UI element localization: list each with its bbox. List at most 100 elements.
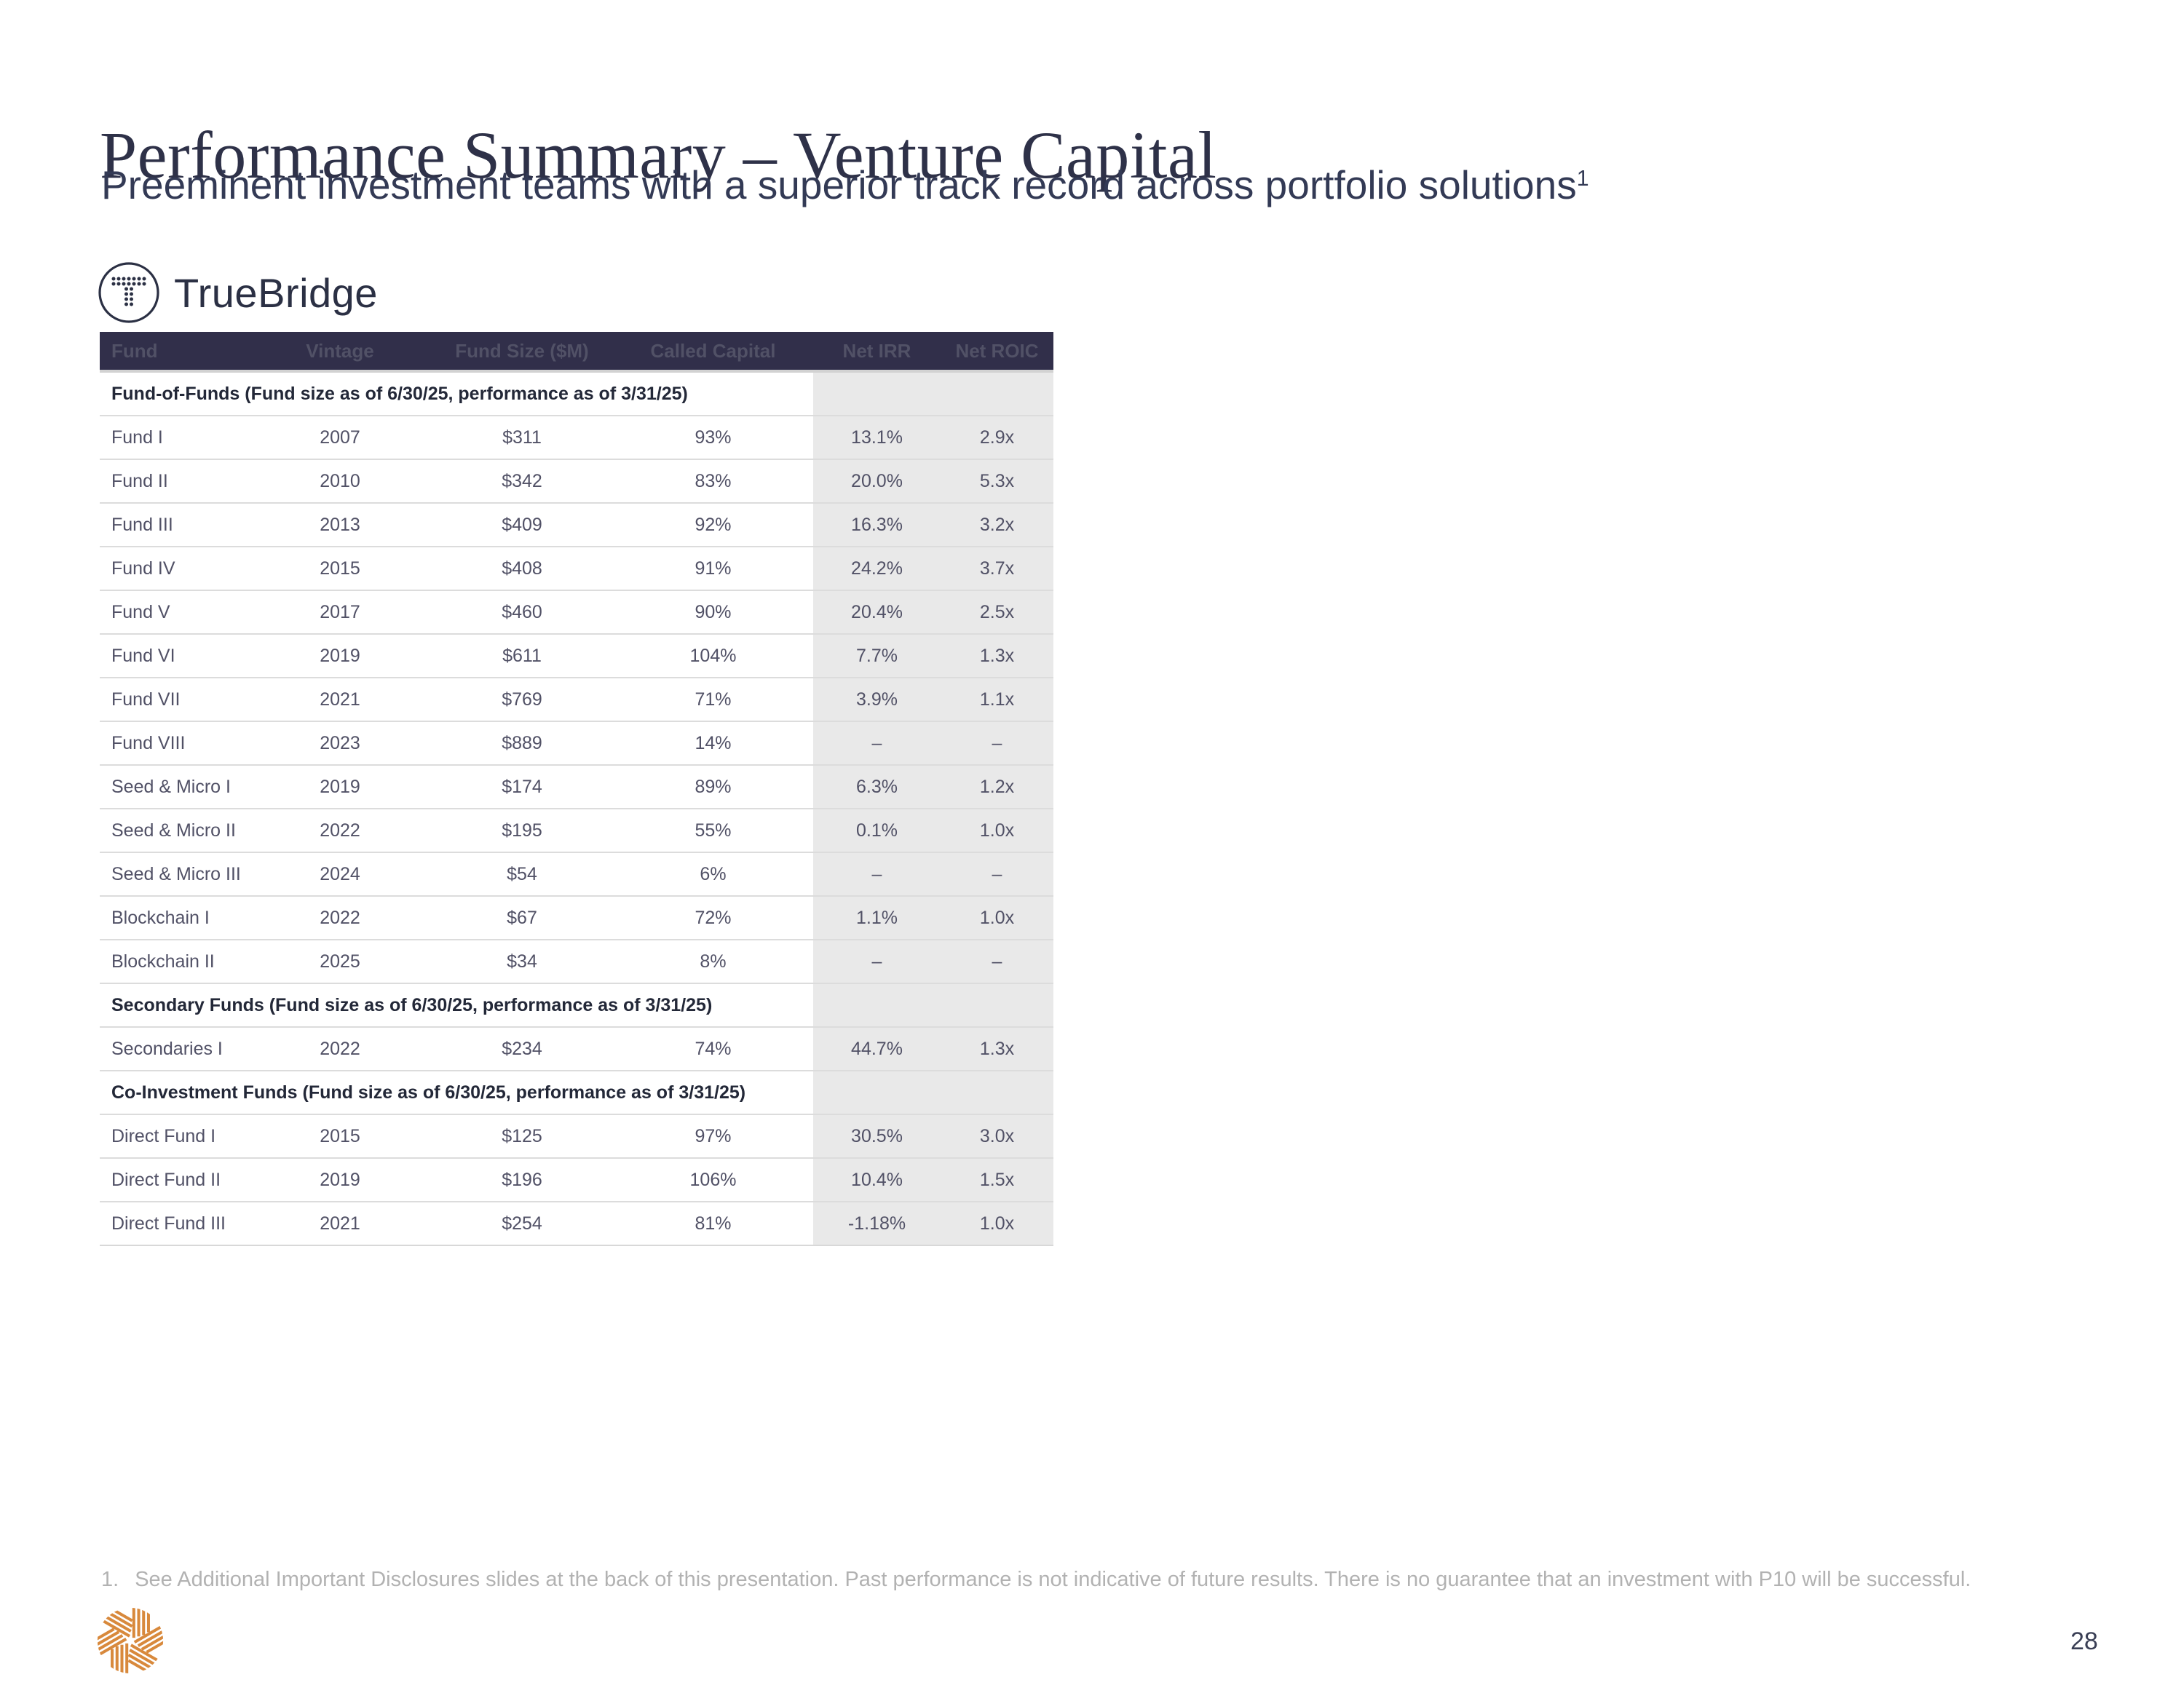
column-header-vintage: Vintage <box>306 339 374 362</box>
called-capital-value: 89% <box>695 776 732 797</box>
net-roic-value: 2.9x <box>941 416 1053 459</box>
fund-name: Seed & Micro III <box>111 863 241 884</box>
section-label: Secondary Funds (Fund size as of 6/30/25… <box>111 994 713 1015</box>
page-number: 28 <box>2070 1627 2098 1655</box>
called-capital-value: 8% <box>700 951 727 972</box>
vintage-value: 2023 <box>320 732 360 753</box>
column-header-called-capital: Called Capital <box>650 339 776 362</box>
fund-size-value: $889 <box>502 732 542 753</box>
net-irr-value: 30.5% <box>813 1115 941 1157</box>
vintage-value: 2022 <box>320 1038 360 1059</box>
net-roic-value: – <box>941 853 1053 895</box>
net-roic-value: 1.0x <box>941 1202 1053 1245</box>
section-label: Co-Investment Funds (Fund size as of 6/3… <box>111 1082 746 1103</box>
table-row: Direct Fund III 2021 $254 81% -1.18% 1.0… <box>100 1201 1053 1245</box>
net-roic-value: 2.5x <box>941 591 1053 633</box>
vintage-value: 2019 <box>320 1169 360 1190</box>
footnote: 1. See Additional Important Disclosures … <box>101 1568 1971 1592</box>
net-roic-value: 1.2x <box>941 766 1053 808</box>
called-capital-value: 91% <box>695 558 732 579</box>
fund-name: Fund VII <box>111 689 181 710</box>
called-capital-value: 90% <box>695 601 732 622</box>
called-capital-value: 104% <box>689 645 737 666</box>
net-roic-value: 1.0x <box>941 897 1053 939</box>
page-title: Performance Summary – Venture Capital <box>100 117 1217 192</box>
truebridge-wordmark: TrueBridge <box>174 269 378 316</box>
table-row: Fund IV 2015 $408 91% 24.2% 3.7x <box>100 546 1053 590</box>
called-capital-value: 83% <box>695 470 732 491</box>
vintage-value: 2015 <box>320 558 360 579</box>
fund-size-value: $125 <box>502 1125 542 1146</box>
table-row: Seed & Micro III 2024 $54 6% – – <box>100 852 1053 895</box>
fund-name: Secondaries I <box>111 1038 223 1059</box>
vintage-value: 2021 <box>320 1213 360 1234</box>
vintage-value: 2013 <box>320 514 360 535</box>
net-roic-value: – <box>941 940 1053 983</box>
called-capital-value: 72% <box>695 907 732 928</box>
fund-size-value: $34 <box>507 951 537 972</box>
fund-name: Blockchain II <box>111 951 215 972</box>
table-row: Seed & Micro I 2019 $174 89% 6.3% 1.2x <box>100 764 1053 808</box>
net-irr-value: – <box>813 722 941 764</box>
vintage-value: 2019 <box>320 645 360 666</box>
table-row: Direct Fund II 2019 $196 106% 10.4% 1.5x <box>100 1157 1053 1201</box>
fund-size-value: $174 <box>502 776 542 797</box>
net-irr-value: 7.7% <box>813 635 941 677</box>
column-header-fund-size: Fund Size ($M) <box>455 339 589 362</box>
net-irr-value: 1.1% <box>813 897 941 939</box>
truebridge-dotted-t-icon <box>98 262 159 323</box>
footnote-text: See Additional Important Disclosures sli… <box>135 1568 1971 1591</box>
net-roic-value: 3.7x <box>941 547 1053 590</box>
net-roic-value: 3.0x <box>941 1115 1053 1157</box>
net-irr-value: 16.3% <box>813 504 941 546</box>
net-irr-value: – <box>813 940 941 983</box>
net-irr-value: – <box>813 853 941 895</box>
fund-name: Seed & Micro I <box>111 776 231 797</box>
net-irr-value: 0.1% <box>813 809 941 852</box>
subtitle-text: Preeminent investment teams with a super… <box>101 162 1577 207</box>
vintage-value: 2024 <box>320 863 360 884</box>
column-header-net-roic: Net ROIC <box>955 339 1039 362</box>
called-capital-value: 81% <box>695 1213 732 1234</box>
vintage-value: 2007 <box>320 427 360 448</box>
table-row: Blockchain II 2025 $34 8% – – <box>100 939 1053 983</box>
highlight-cell <box>813 373 941 415</box>
highlight-cell <box>941 984 1053 1026</box>
net-roic-value: 5.3x <box>941 460 1053 502</box>
net-roic-value: 1.3x <box>941 635 1053 677</box>
net-roic-value: 1.1x <box>941 678 1053 721</box>
table-row: Fund II 2010 $342 83% 20.0% 5.3x <box>100 459 1053 502</box>
called-capital-value: 71% <box>695 689 732 710</box>
footnote-number: 1. <box>101 1568 119 1591</box>
column-header-fund: Fund <box>111 339 158 362</box>
fund-size-value: $195 <box>502 820 542 841</box>
truebridge-logo: TrueBridge <box>97 261 378 325</box>
fund-name: Fund VIII <box>111 732 186 753</box>
fund-name: Fund II <box>111 470 168 491</box>
vintage-value: 2022 <box>320 820 360 841</box>
table-row: Direct Fund I 2015 $125 97% 30.5% 3.0x <box>100 1114 1053 1157</box>
called-capital-value: 93% <box>695 427 732 448</box>
net-roic-value: – <box>941 722 1053 764</box>
highlight-cell <box>813 984 941 1026</box>
fund-size-value: $611 <box>502 645 542 666</box>
fund-name: Seed & Micro II <box>111 820 236 841</box>
p10-starburst-icon <box>97 1607 164 1674</box>
called-capital-value: 6% <box>700 863 727 884</box>
net-roic-value: 1.0x <box>941 809 1053 852</box>
net-irr-value: 20.4% <box>813 591 941 633</box>
net-irr-value: 24.2% <box>813 547 941 590</box>
fund-name: Fund I <box>111 427 163 448</box>
net-irr-value: 44.7% <box>813 1028 941 1070</box>
fund-size-value: $408 <box>502 558 542 579</box>
highlight-cell <box>813 1071 941 1114</box>
fund-name: Direct Fund II <box>111 1169 221 1190</box>
net-roic-value: 3.2x <box>941 504 1053 546</box>
table-row: Fund V 2017 $460 90% 20.4% 2.5x <box>100 590 1053 633</box>
table-row: Secondaries I 2022 $234 74% 44.7% 1.3x <box>100 1026 1053 1070</box>
fund-size-value: $196 <box>502 1169 542 1190</box>
net-irr-value: 10.4% <box>813 1159 941 1201</box>
fund-name: Fund IV <box>111 558 175 579</box>
table-row: Seed & Micro II 2022 $195 55% 0.1% 1.0x <box>100 808 1053 852</box>
column-header-net-irr: Net IRR <box>842 339 911 362</box>
